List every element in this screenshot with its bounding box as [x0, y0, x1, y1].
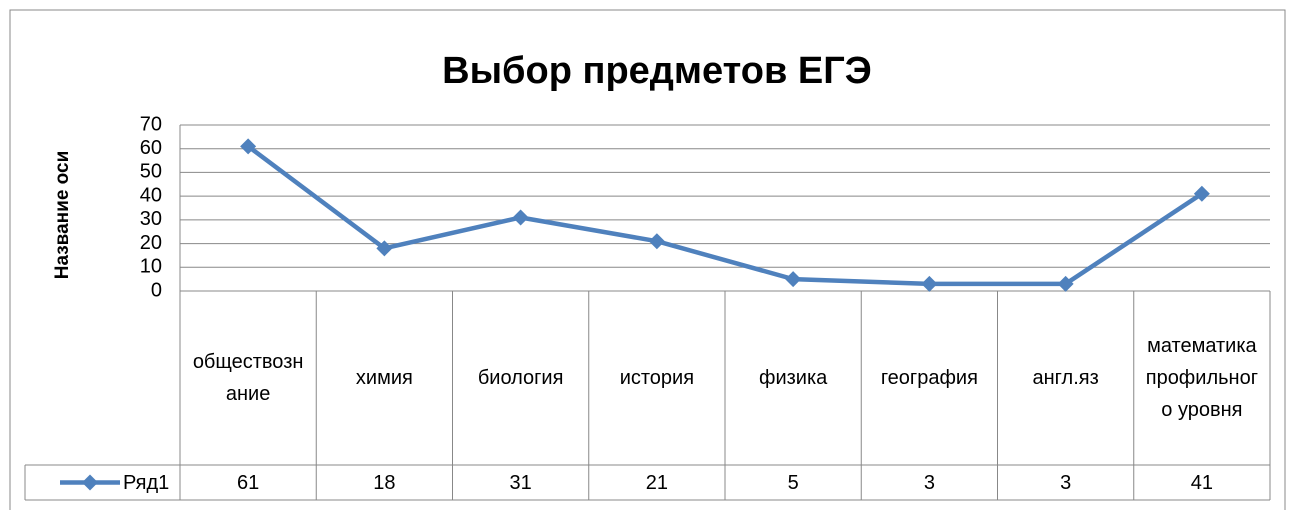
marker: [785, 271, 802, 288]
marker: [240, 138, 257, 155]
table-value: 31: [510, 472, 532, 494]
chart-title: Выбор предметов ЕГЭ: [442, 50, 872, 92]
x-tick-label: физика: [758, 367, 828, 389]
y-tick-label: 10: [140, 256, 162, 278]
marker: [648, 233, 665, 250]
x-tick-label: химия: [355, 367, 413, 389]
legend-marker: [82, 474, 98, 491]
marker: [1057, 275, 1074, 292]
y-tick-label: 0: [151, 279, 162, 301]
x-tick-label: география: [880, 367, 978, 389]
table-value: 18: [373, 472, 395, 494]
legend-label: Ряд1: [123, 472, 169, 494]
chart-border: [9, 9, 1286, 510]
y-tick-label: 70: [140, 113, 162, 135]
table-value: 41: [1191, 472, 1213, 494]
table-value: 3: [1060, 472, 1071, 494]
x-tick-label-box: обществознание: [192, 351, 304, 405]
table-value: 3: [924, 472, 935, 494]
x-tick-label-box: биология: [477, 367, 564, 389]
marker: [921, 275, 938, 292]
x-tick-label-box: история: [619, 367, 695, 389]
y-axis-label: Название оси: [52, 151, 73, 280]
x-tick-label-box: география: [880, 367, 978, 389]
table-value: 21: [646, 472, 668, 494]
y-tick-label: 50: [140, 161, 162, 183]
x-tick-label-box: англ.яз: [1032, 367, 1099, 389]
table-value: 61: [237, 472, 259, 494]
x-tick-label-box: химия: [355, 367, 413, 389]
x-tick-label-box: физика: [758, 367, 828, 389]
y-tick-label: 20: [140, 232, 162, 254]
x-tick-label: англ.яз: [1032, 367, 1099, 389]
marker: [1193, 185, 1210, 202]
x-tick-label: биология: [477, 367, 564, 389]
x-tick-label: обществознание: [192, 351, 304, 405]
y-tick-label: 40: [140, 184, 162, 206]
table-value: 5: [788, 472, 799, 494]
x-tick-label: математика профильного уровня: [1145, 335, 1258, 421]
x-tick-label: история: [619, 367, 695, 389]
line: [246, 144, 1204, 287]
y-tick-label: 30: [140, 208, 162, 230]
y-tick-label: 60: [140, 137, 162, 159]
marker: [376, 240, 393, 257]
marker: [512, 209, 529, 226]
x-tick-label-box: математика профильного уровня: [1145, 335, 1258, 421]
